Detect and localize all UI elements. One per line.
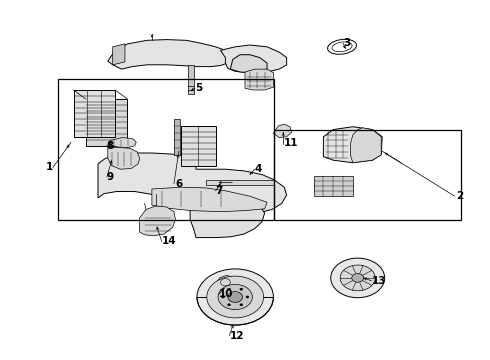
Polygon shape: [206, 180, 274, 185]
Polygon shape: [245, 69, 273, 90]
Text: 4: 4: [255, 164, 262, 174]
Circle shape: [227, 304, 230, 306]
Text: 11: 11: [284, 138, 299, 148]
Circle shape: [207, 276, 264, 318]
Text: 5: 5: [195, 83, 202, 93]
Circle shape: [221, 296, 224, 298]
Polygon shape: [273, 124, 292, 138]
Polygon shape: [220, 45, 287, 73]
Text: 10: 10: [219, 289, 233, 300]
Text: 3: 3: [343, 38, 350, 48]
Text: 1: 1: [46, 162, 53, 172]
Circle shape: [352, 274, 364, 282]
Bar: [74, 90, 115, 137]
Polygon shape: [98, 153, 287, 214]
Bar: [58, 79, 274, 220]
Bar: [188, 65, 194, 94]
Text: 7: 7: [216, 186, 223, 196]
Circle shape: [240, 288, 243, 290]
Circle shape: [240, 304, 243, 306]
Bar: [274, 130, 461, 220]
Polygon shape: [190, 194, 265, 238]
Polygon shape: [215, 275, 235, 290]
Polygon shape: [108, 148, 140, 169]
Polygon shape: [230, 55, 267, 73]
Polygon shape: [113, 44, 125, 65]
Polygon shape: [152, 187, 267, 212]
Circle shape: [218, 284, 252, 310]
Bar: [181, 126, 216, 166]
Polygon shape: [109, 138, 136, 148]
Text: 14: 14: [162, 236, 176, 246]
Text: 13: 13: [371, 276, 386, 286]
Polygon shape: [350, 128, 381, 163]
Polygon shape: [108, 40, 233, 69]
Circle shape: [227, 288, 230, 290]
Circle shape: [197, 269, 273, 325]
Text: 2: 2: [456, 191, 463, 201]
Bar: [174, 119, 180, 155]
Circle shape: [340, 265, 375, 291]
Polygon shape: [323, 127, 382, 163]
Circle shape: [246, 296, 249, 298]
Text: 9: 9: [107, 172, 114, 182]
Polygon shape: [140, 206, 175, 236]
Text: 12: 12: [229, 330, 244, 341]
Text: 8: 8: [107, 141, 114, 151]
Text: 6: 6: [175, 179, 183, 189]
Circle shape: [228, 292, 243, 302]
Bar: [314, 176, 353, 196]
Bar: [86, 99, 127, 146]
Circle shape: [331, 258, 385, 298]
